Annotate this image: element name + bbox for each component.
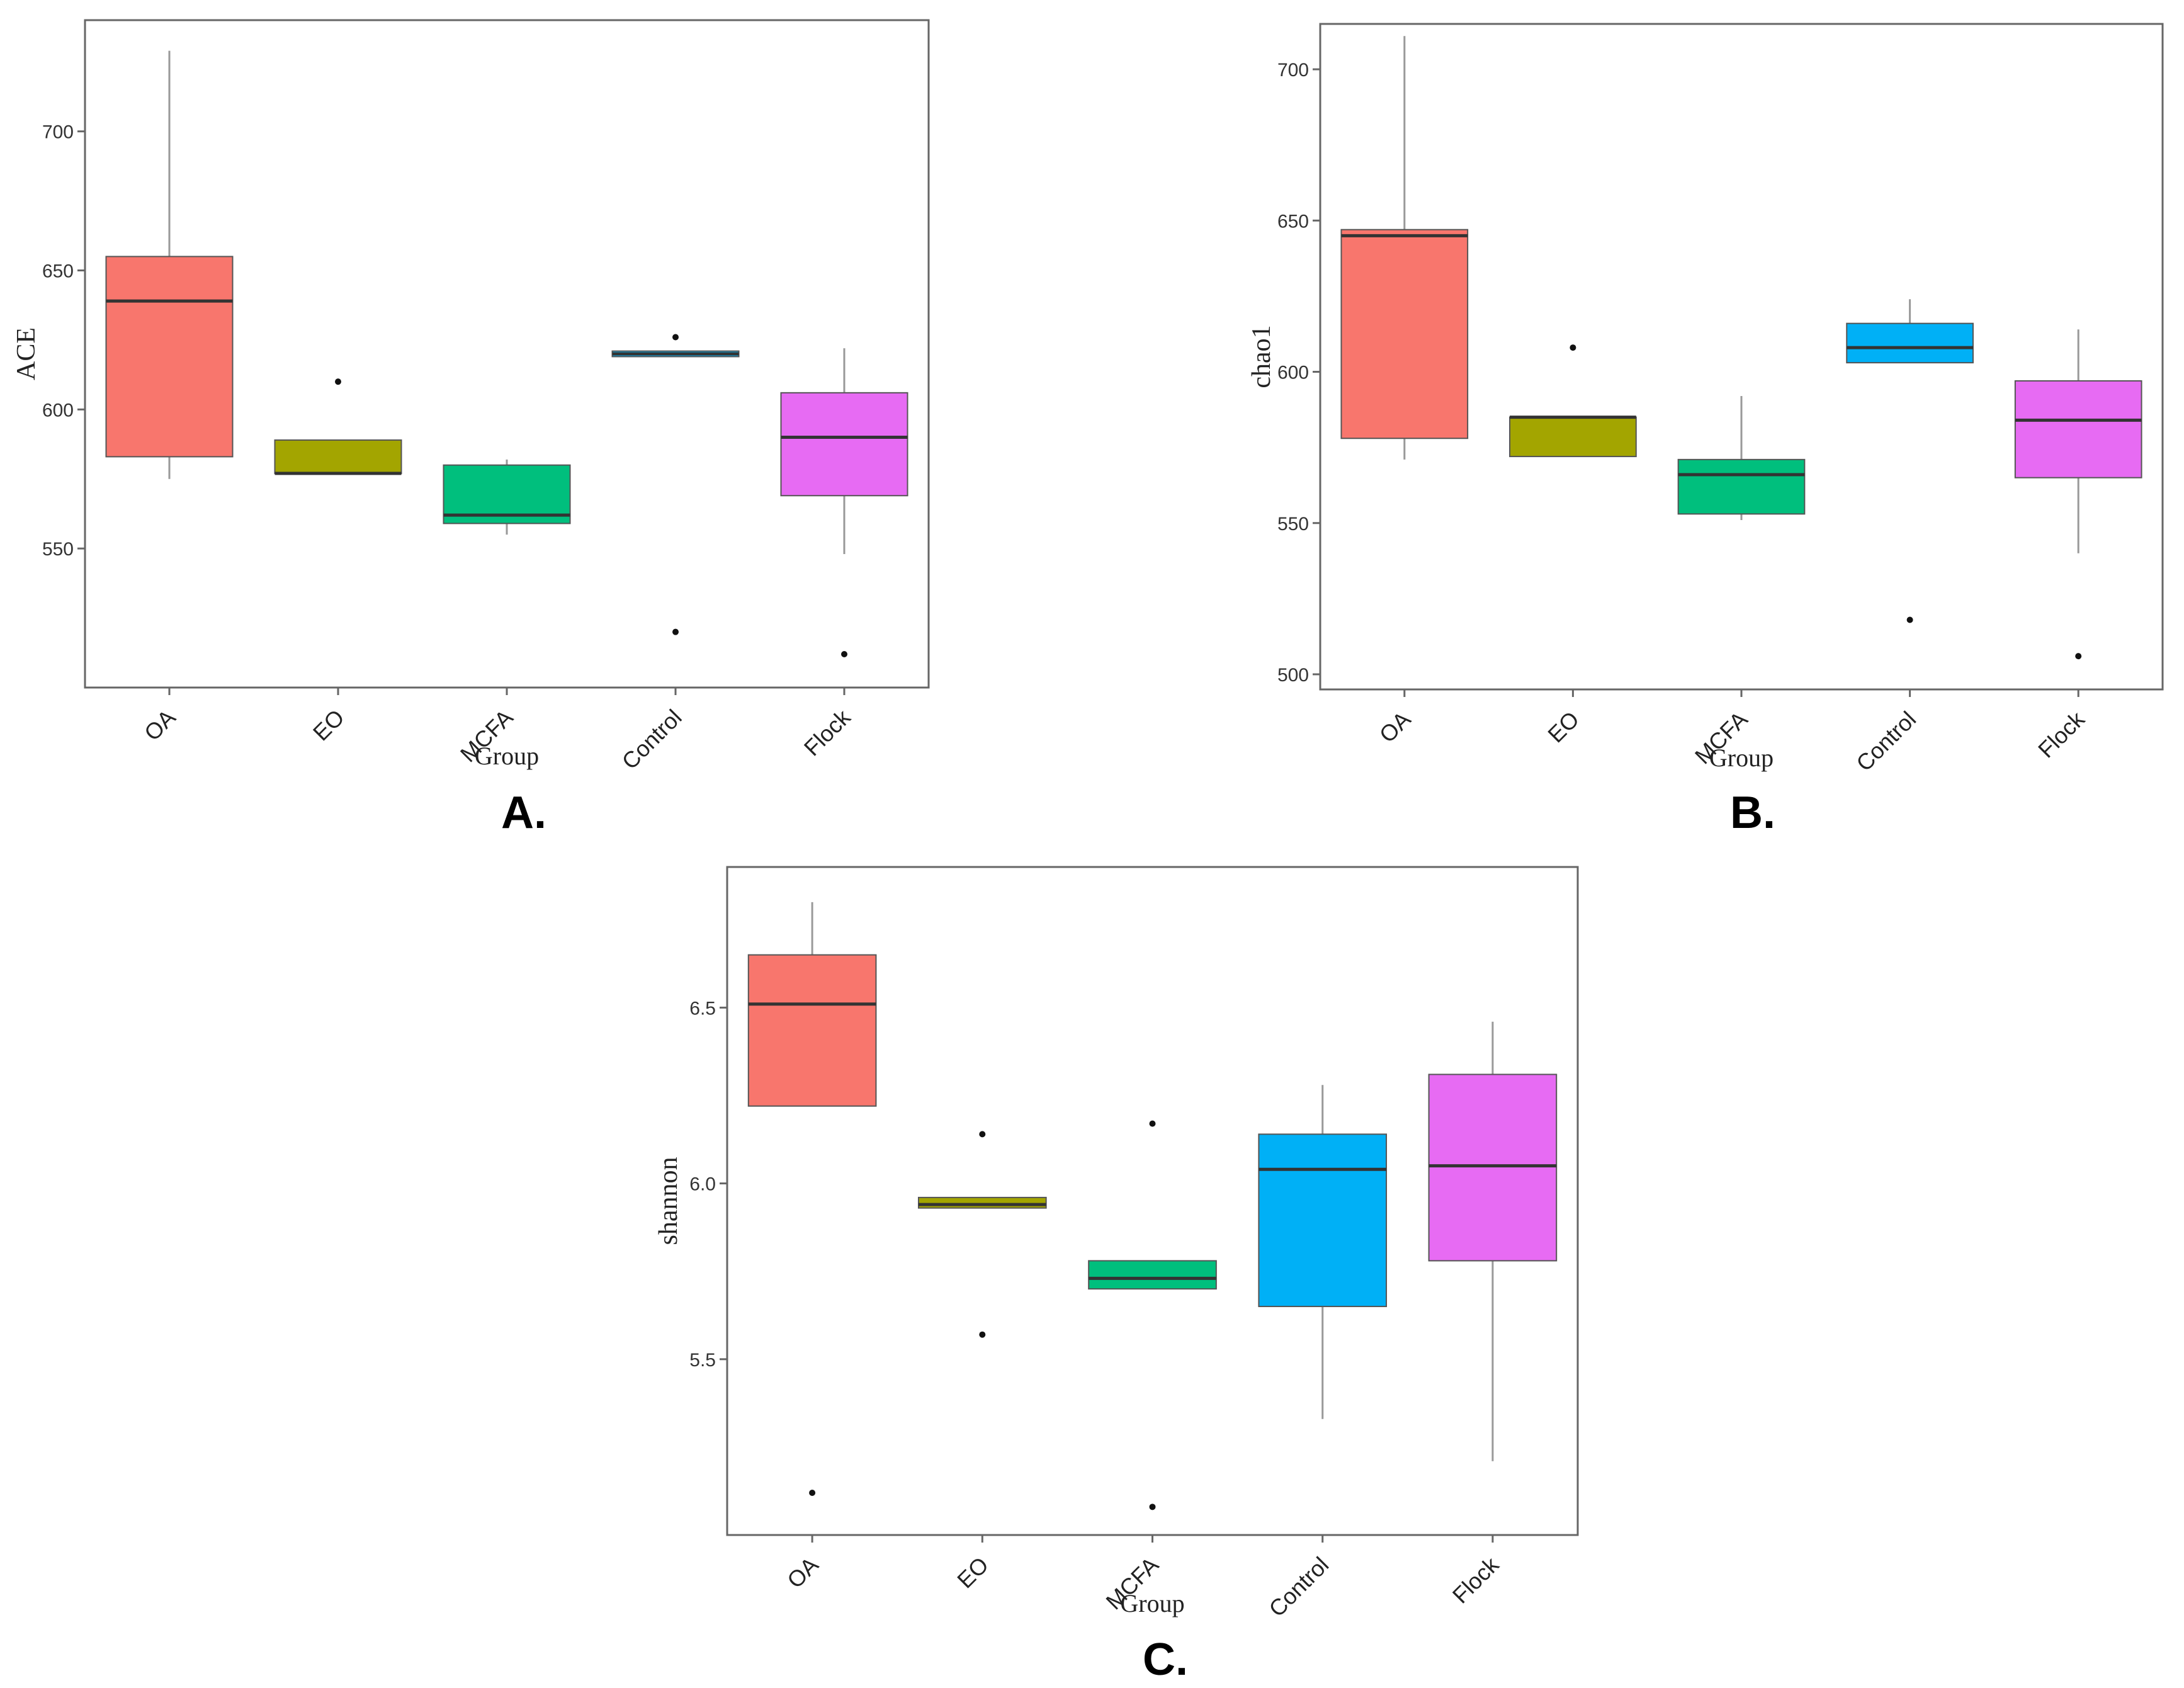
box-mcfa	[1088, 1260, 1217, 1290]
outlier-point	[841, 651, 847, 657]
x-tick-label: OA	[139, 705, 181, 746]
outlier-point	[672, 628, 679, 635]
panel-label-b: B.	[1730, 788, 1775, 838]
outlier-point	[1149, 1504, 1156, 1510]
outlier-point	[1149, 1120, 1156, 1127]
box-mcfa	[1677, 458, 1806, 515]
outlier-point	[979, 1331, 986, 1338]
box-oa	[1340, 229, 1469, 439]
y-tick-label: 550	[1277, 514, 1309, 535]
box-eo	[1509, 416, 1637, 458]
panel-label-c: C.	[1143, 1634, 1188, 1685]
box-flock	[780, 392, 908, 497]
x-tick-label: OA	[1374, 706, 1416, 748]
y-tick-label: 600	[1277, 363, 1309, 383]
y-tick-label: 600	[42, 400, 74, 421]
x-axis-title: Group	[1709, 744, 1774, 772]
x-axis-title: Group	[475, 742, 539, 770]
box-oa	[747, 954, 877, 1107]
x-tick-label: Control	[1264, 1552, 1333, 1622]
x-tick-label: OA	[782, 1552, 823, 1594]
box-flock	[2014, 380, 2142, 479]
y-tick-label: 5.5	[689, 1350, 716, 1371]
box-eo	[274, 439, 402, 474]
y-tick-label: 700	[42, 122, 74, 143]
y-tick-label: 650	[42, 261, 74, 282]
outlier-point	[2075, 653, 2082, 660]
box-flock	[1428, 1073, 1558, 1262]
y-tick-label: 6.0	[689, 1174, 716, 1195]
x-tick-label: Control	[1851, 706, 1921, 776]
y-axis-title: shannon	[654, 1157, 683, 1245]
x-tick-label: EO	[308, 705, 349, 746]
y-tick-label: 6.5	[689, 998, 716, 1019]
outlier-point	[672, 334, 679, 341]
outlier-point	[809, 1489, 816, 1496]
y-axis-title: chao1	[1247, 325, 1276, 388]
x-tick-label: Flock	[1447, 1551, 1505, 1609]
x-tick-label: EO	[952, 1552, 993, 1594]
y-tick-label: 550	[42, 539, 74, 560]
x-axis-title: Group	[1120, 1589, 1184, 1617]
y-tick-label: 650	[1277, 211, 1309, 232]
y-tick-label: 700	[1277, 60, 1309, 81]
x-tick-label: Control	[617, 705, 687, 774]
outlier-point	[1570, 344, 1576, 351]
x-tick-label: EO	[1542, 706, 1584, 748]
x-tick-label: Flock	[799, 704, 856, 761]
box-eo	[917, 1196, 1047, 1209]
x-tick-label: Flock	[2033, 706, 2090, 763]
panel-label-a: A.	[501, 788, 546, 838]
box-control	[1258, 1133, 1388, 1308]
box-control	[1846, 322, 1974, 364]
box-oa	[105, 256, 234, 458]
outlier-point	[979, 1131, 986, 1138]
y-tick-label: 500	[1277, 665, 1309, 686]
outlier-point	[1906, 616, 1913, 623]
y-axis-title: ACE	[12, 327, 41, 380]
outlier-point	[335, 378, 341, 385]
